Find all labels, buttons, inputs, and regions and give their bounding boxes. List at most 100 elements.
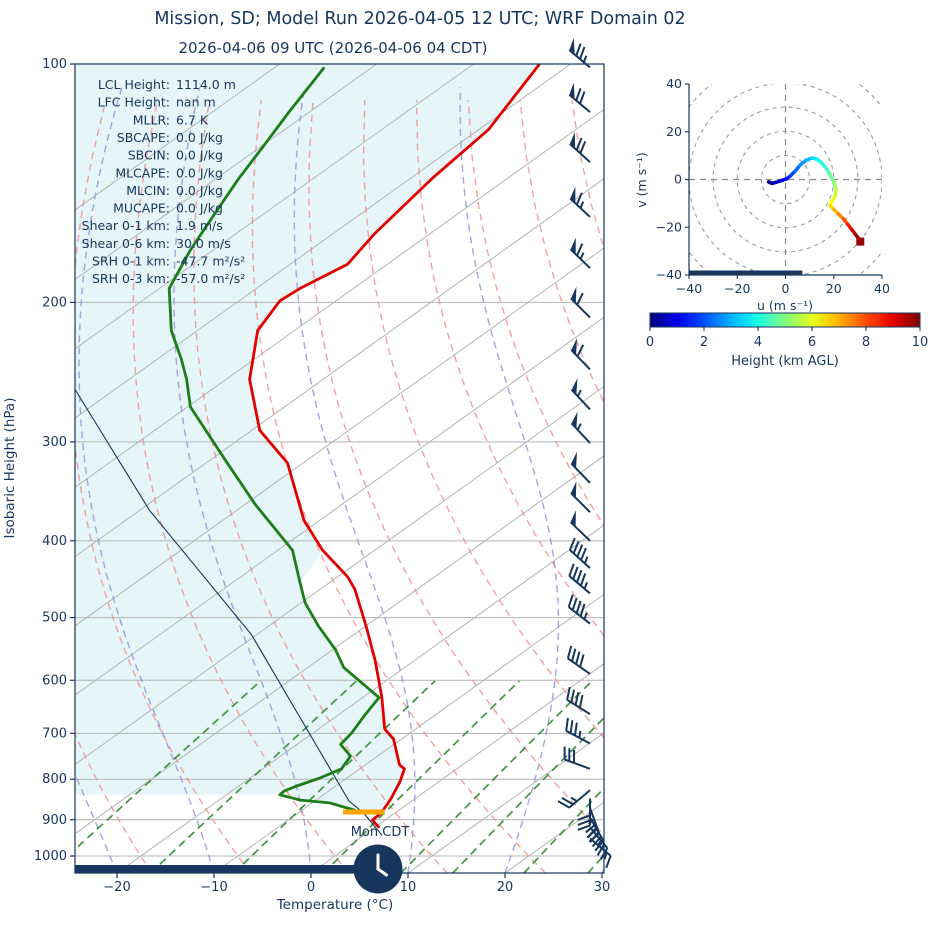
wind-barb: [589, 837, 612, 869]
night-bar: [75, 865, 357, 873]
stat-label: SRH 0-1 km:: [92, 254, 170, 269]
barb-half: [583, 612, 588, 620]
stat-value: 0.0 J/kg: [176, 165, 223, 180]
hodograph-y-tick-label: −20: [656, 219, 682, 234]
isotherm-line: [75, 64, 377, 281]
dewpoint-curve: [167, 66, 381, 814]
wind-barb: [566, 645, 591, 675]
barb-full: [575, 137, 583, 151]
moist-adiabat-line: [293, 87, 416, 873]
barb-full: [574, 692, 580, 706]
stat-label: LCL Height:: [98, 77, 170, 92]
hodograph-y-tick-label: −40: [656, 267, 682, 282]
stats-panel: LCL Height: 1114.0 m LFC Height: nan m MLLR:…: [82, 77, 246, 286]
isotherm-line: [213, 593, 604, 873]
dry-adiabat-line: [624, 100, 928, 873]
barb-full: [576, 344, 585, 357]
wind-barb: [570, 338, 591, 371]
hodograph-x-tick-label: −40: [676, 281, 702, 296]
stat-label: MLCIN:: [126, 183, 170, 198]
barb-full: [575, 87, 582, 101]
barb-full: [577, 814, 591, 821]
barb-half: [603, 852, 608, 860]
wind-barb: [565, 717, 591, 745]
barb-full: [569, 720, 574, 734]
isotherm-line: [75, 64, 474, 350]
barb-pennant: [571, 451, 577, 469]
stat-value: -47.7 m²/s²: [176, 254, 245, 269]
y-tick-label: 700: [42, 726, 67, 741]
hodograph-crosshair: [689, 84, 882, 275]
barb-full: [575, 43, 582, 57]
x-tick-label: −10: [200, 880, 227, 895]
hodograph-ground-bar: [689, 270, 803, 275]
hodograph-y-label: v (m s⁻¹): [634, 152, 649, 207]
wind-barb: [557, 789, 591, 809]
barb-half: [582, 55, 588, 63]
barb-half: [570, 796, 578, 803]
y-tick-label: 1000: [34, 849, 67, 864]
colorbar-tick-label: 0: [646, 335, 654, 350]
wind-barb: [570, 481, 591, 513]
y-tick-label: 600: [42, 673, 67, 688]
barb-full: [567, 594, 574, 608]
stat-value: 0.0 J/kg: [176, 183, 223, 198]
stat-value: 0.0 J/kg: [176, 130, 223, 145]
barb-full: [576, 292, 584, 306]
hodograph-trace: [766, 156, 861, 241]
barb-full: [579, 140, 587, 154]
y-tick-label: 300: [42, 435, 67, 450]
hodograph-x-tick-label: 20: [826, 281, 842, 296]
barb-full: [576, 544, 584, 558]
barb-staff: [570, 297, 591, 319]
isotherm-line: [75, 64, 280, 211]
isotherm-line: [75, 316, 604, 696]
plot-border: [74, 63, 605, 874]
dry-adiabat-line: [308, 99, 604, 836]
hodograph-ticks: −40−40 −20 −20 0 0 20 20 40 40: [656, 76, 890, 296]
y-tick-label: 900: [42, 813, 67, 828]
barb-pennant: [570, 286, 577, 304]
moist-adiabat-lines: [75, 87, 604, 873]
parcel-trace-line: [75, 389, 383, 836]
stat-value: 0.0 J/kg: [176, 201, 223, 216]
barb-full: [571, 597, 578, 611]
barb-full: [580, 547, 587, 561]
barb-half: [579, 252, 585, 260]
dry-adiabat-lines: [75, 99, 928, 873]
stat-label: SBCAPE:: [117, 130, 170, 145]
y-axis-label: Isobaric Height (hPa): [2, 398, 18, 539]
isotherm-lines: [75, 64, 604, 873]
dry-adiabat-line: [193, 99, 448, 873]
colorbar-tick-label: 4: [754, 335, 762, 350]
y-axis-ticks: 100 200 300 400 500 600 700 800 900 1000: [34, 57, 75, 864]
barb-pennant: [569, 82, 575, 100]
isotherm-line: [310, 663, 604, 873]
barb-full: [561, 797, 574, 806]
barb-full: [576, 243, 584, 256]
colorbar-tick-label: 8: [862, 335, 870, 350]
dry-adiabat-line: [831, 100, 928, 873]
wind-barb: [566, 686, 591, 715]
skewt-plot: −20 −10 0 10 20 30 10020030040050060070080090…: [2, 37, 928, 913]
wind-barb: [570, 378, 591, 411]
hodograph-x-label: u (m s⁻¹): [757, 298, 813, 313]
moist-adiabat-line: [173, 87, 312, 873]
mixing-ratio-line: [400, 680, 593, 873]
dry-adiabat-line: [727, 100, 928, 873]
moist-adiabat-line: [75, 772, 118, 873]
stat-label: Shear 0-1 km:: [82, 218, 170, 233]
mixing-ratio-line: [452, 716, 604, 873]
isotherm-line: [75, 178, 604, 558]
colorbar-ticks: 0 2 4 6 8 10: [646, 327, 928, 350]
barb-full: [579, 603, 586, 617]
dry-adiabat-line: [75, 732, 153, 873]
barb-half: [576, 389, 582, 397]
figure-title: Mission, SD; Model Run 2026-04-05 12 UTC…: [154, 9, 685, 29]
barb-pennant: [571, 338, 577, 356]
wind-barb: [570, 286, 591, 319]
moist-adiabat-line: [601, 867, 604, 873]
wind-barb: [577, 798, 591, 831]
barb-half: [579, 201, 585, 209]
